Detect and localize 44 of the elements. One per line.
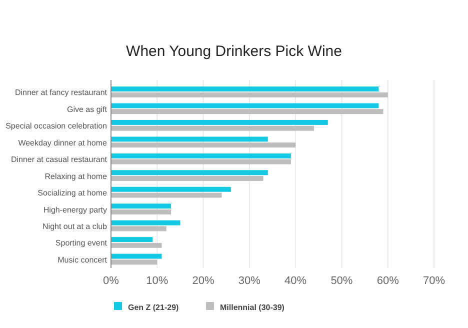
bar: [111, 126, 314, 131]
x-tick-label: 70%: [422, 275, 446, 287]
bar: [111, 254, 162, 259]
bar: [111, 136, 268, 142]
x-tick-label: 0%: [103, 275, 120, 287]
bar: [111, 159, 291, 164]
bar: [111, 226, 166, 232]
y-tick-label: Weekday dinner at home: [18, 138, 108, 148]
bar: [111, 86, 379, 92]
x-tick-label: 20%: [192, 275, 215, 287]
bar: [111, 192, 222, 198]
legend-label: Gen Z (21-29): [128, 303, 180, 312]
bar: [111, 176, 264, 181]
y-tick-label: Dinner at casual restaurant: [10, 155, 108, 164]
y-tick-label: Sporting event: [55, 238, 108, 248]
legend-label: Millennial (30-39): [220, 303, 285, 312]
y-tick-label: Give as gift: [66, 104, 108, 114]
bar: [111, 242, 162, 248]
bar: [111, 237, 153, 242]
bar: [111, 92, 388, 98]
x-tick-label: 30%: [238, 275, 261, 287]
bar: [111, 142, 296, 148]
x-tick-label: 10%: [146, 275, 168, 287]
y-tick-label: Relaxing at home: [44, 172, 108, 181]
bar: [111, 103, 379, 108]
x-tick-label: 60%: [376, 275, 400, 287]
bar: [111, 204, 171, 209]
y-tick-label: High-energy party: [43, 205, 107, 214]
bar: [111, 109, 384, 114]
bar: [111, 170, 268, 176]
y-tick-label: Socializing at home: [38, 188, 108, 198]
y-tick-label: Special occasion celebration: [6, 122, 107, 131]
y-tick-label: Music concert: [58, 255, 108, 264]
bar: [111, 186, 231, 192]
y-tick-label: Dinner at fancy restaurant: [14, 88, 108, 98]
bar: [111, 260, 158, 265]
x-tick-label: 50%: [330, 275, 353, 287]
chart-title: When Young Drinkers Pick Wine: [126, 43, 342, 60]
bar: [111, 120, 328, 125]
x-tick-label: 40%: [284, 275, 307, 287]
bar: [111, 209, 171, 214]
bar: [111, 220, 180, 226]
bar: [111, 153, 291, 158]
y-tick-label: Night out at a club: [42, 222, 108, 231]
